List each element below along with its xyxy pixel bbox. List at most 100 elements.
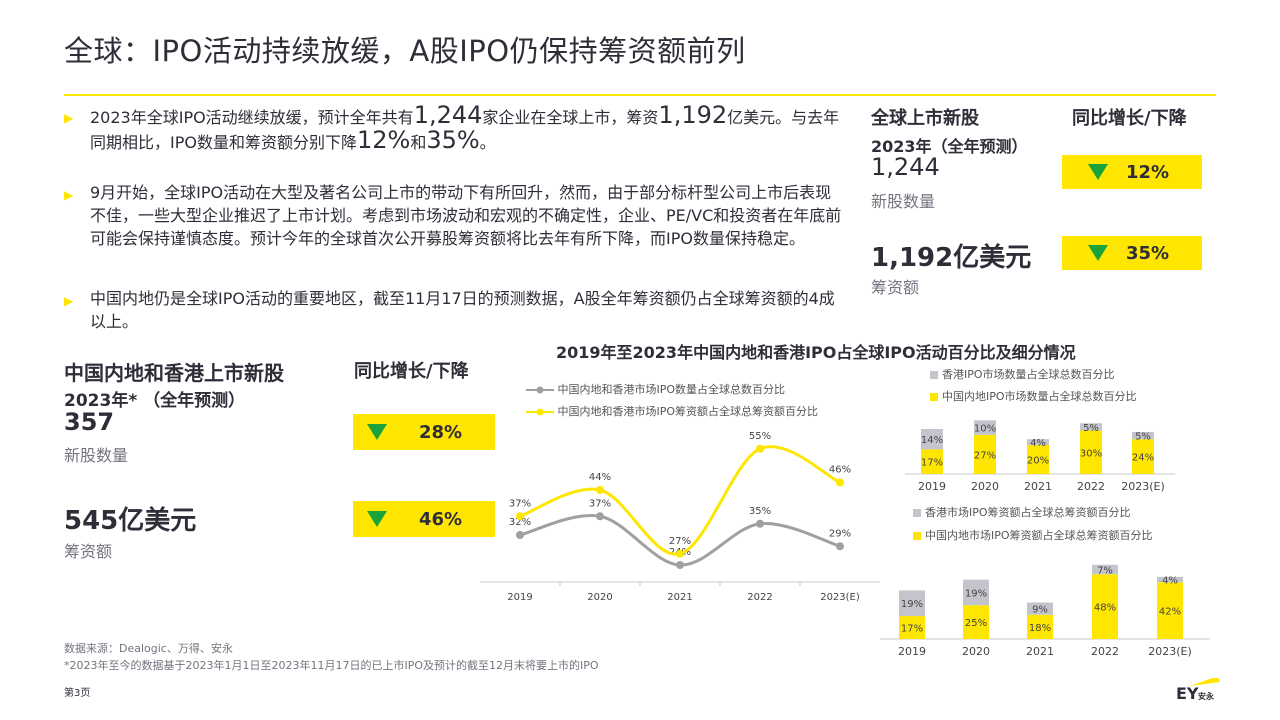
bar-hk — [974, 420, 996, 435]
bar2-legend-mainland-label: 中国内地市场IPO筹资额占全球总筹资额百分比 — [925, 529, 1153, 542]
x-tick-label: 2022 — [1091, 645, 1119, 658]
bullet-2: ▶ 9月开始，全球IPO活动在大型及著名公司上市的带动下有所回升，然而，由于部分… — [64, 181, 844, 250]
down-arrow-icon — [1088, 164, 1108, 180]
bar-mainland — [963, 605, 989, 639]
series-point — [516, 512, 524, 521]
china-amount-label: 筹资额 — [64, 542, 113, 561]
global-yoy-heading: 同比增长/下降 — [1072, 108, 1187, 129]
bar-label: 25% — [965, 618, 987, 629]
x-tick-label: 2020 — [587, 592, 612, 603]
global-stats-heading: 全球上市新股 — [871, 108, 979, 129]
bullet-1-text: 亿美元。与去年同期相比，IPO数量和筹资额分别下降 — [90, 108, 840, 152]
bar-chart-amount: 17% 19% 2019 25% 19% 2020 18% 9% 2021 48% 7% 2022 42… — [880, 564, 1210, 658]
china-stats-period: 2023年* （全年预测） — [64, 391, 246, 411]
page-number: 第3页 — [64, 688, 91, 699]
series-point — [596, 486, 604, 494]
global-count-label: 新股数量 — [871, 192, 936, 211]
x-tick-label: 2022 — [1077, 480, 1105, 493]
footnote: *2023年至今的数据基于2023年1月1日至2023年11月17日的已上市IP… — [64, 659, 599, 672]
global-count-change: 12% — [1126, 162, 1170, 183]
bullet-1-count: 1,244 — [413, 101, 483, 129]
legend-grey-square-icon — [930, 371, 938, 379]
down-arrow-icon — [367, 424, 387, 440]
global-amount: 1,192亿美元 — [871, 243, 1032, 273]
bar-label: 42% — [1159, 607, 1181, 618]
bullet-1-text: 家企业在全球上市，筹资 — [482, 108, 659, 127]
bar-label: 30% — [1080, 448, 1102, 459]
source-note: 数据来源：Dealogic、万得、安永 — [64, 642, 233, 655]
global-count: 1,244 — [871, 153, 940, 181]
bar-label: 5% — [1135, 432, 1151, 443]
bar-label: 7% — [1097, 565, 1113, 576]
ey-logo-subtext: 安永 — [1198, 692, 1214, 701]
bar-hk — [921, 429, 943, 450]
data-label: 46% — [829, 465, 851, 476]
legend-yellow-square-icon — [930, 393, 938, 401]
bar-mainland — [899, 616, 925, 639]
series-point — [756, 519, 764, 528]
bullet-1-text: 和 — [410, 133, 427, 152]
china-yoy-heading: 同比增长/下降 — [354, 361, 469, 382]
bar-label: 19% — [901, 599, 923, 610]
line-legend-count-label: 中国内地和香港市场IPO数量占全球总数百分比 — [557, 383, 786, 396]
series-point — [676, 549, 684, 558]
bullet-arrow-icon: ▶ — [64, 188, 74, 202]
bar-label: 17% — [921, 458, 943, 469]
x-tick-label: 2023(E) — [1121, 480, 1165, 493]
bar-hk — [1157, 576, 1183, 583]
bar-label: 20% — [1027, 456, 1049, 467]
global-amount-change: 35% — [1126, 243, 1170, 264]
bullet-2-text: 9月开始，全球IPO活动在大型及著名公司上市的带动下有所回升，然而，由于部分标杆… — [90, 183, 842, 248]
bar-mainland — [1157, 582, 1183, 639]
china-stats-heading: 中国内地和香港上市新股 — [64, 361, 284, 385]
bar-mainland — [1027, 614, 1053, 639]
bar2-legend-hk-label: 香港市场IPO筹资额占全球总筹资额百分比 — [925, 506, 1131, 519]
x-tick-label: 2019 — [898, 645, 926, 658]
legend-line-grey-icon — [526, 386, 554, 394]
bar-hk — [899, 590, 925, 617]
global-stats-period: 2023年（全年预测） — [871, 137, 1028, 156]
down-arrow-icon — [1088, 245, 1108, 261]
x-tick-label: 2020 — [962, 645, 990, 658]
bullet-3: ▶ 中国内地仍是全球IPO活动的重要地区，截至11月17日的预测数据，A股全年筹… — [64, 287, 844, 333]
bar2-legend-mainland: 中国内地市场IPO筹资额占全球总筹资额百分比 — [913, 527, 1153, 543]
bar-hk — [1027, 439, 1049, 445]
series-point — [836, 542, 844, 551]
bullet-1-pct-count: 12% — [356, 126, 411, 154]
line-chart: 32%37%24%35%29%37%44%27%55%46%2019202020… — [480, 431, 880, 603]
bar-mainland — [1132, 439, 1154, 474]
bar-hk — [963, 579, 989, 606]
legend-grey-square-icon — [913, 509, 921, 517]
chart-title: 2019年至2023年中国内地和香港IPO占全球IPO活动百分比及细分情况 — [556, 343, 1076, 362]
bar-label: 18% — [1029, 623, 1051, 634]
bar-hk — [1080, 423, 1102, 431]
bar-label: 5% — [1083, 423, 1099, 434]
bar1-legend-hk: 香港IPO市场数量占全球总数百分比 — [930, 366, 1115, 382]
bullet-1-amount: 1,192 — [658, 101, 728, 129]
line-legend-amount-label: 中国内地和香港市场IPO筹资额占全球总筹资额百分比 — [557, 405, 819, 418]
bullet-1-pct-amount: 35% — [426, 126, 480, 154]
bullet-1-text: 。 — [479, 133, 496, 152]
data-label: 32% — [509, 517, 531, 528]
global-count-change-box: 12% — [1062, 155, 1202, 189]
bar-mainland — [1092, 574, 1118, 639]
bar-label: 24% — [1132, 453, 1154, 464]
data-label: 44% — [589, 472, 611, 483]
data-label: 29% — [829, 528, 851, 539]
legend-line-yellow-icon — [526, 408, 554, 416]
ey-logo: EY 安永 — [1176, 676, 1226, 708]
china-amount-change: 46% — [419, 509, 463, 530]
bullet-1: ▶ 2023年全球IPO活动继续放缓，预计全年共有1,244家企业在全球上市，筹… — [64, 101, 844, 154]
bar-mainland — [921, 449, 943, 474]
bar-hk — [1132, 431, 1154, 440]
bar-label: 4% — [1162, 576, 1178, 587]
bar2-legend-hk: 香港市场IPO筹资额占全球总筹资额百分比 — [913, 504, 1131, 520]
data-label: 27% — [669, 536, 691, 547]
x-tick-label: 2023(E) — [1148, 645, 1192, 658]
china-count-label: 新股数量 — [64, 446, 129, 465]
bar-mainland — [974, 434, 996, 474]
china-count-change: 28% — [419, 422, 463, 443]
global-amount-change-box: 35% — [1062, 236, 1202, 270]
legend-yellow-square-icon — [913, 532, 921, 540]
ey-logo-icon — [1190, 676, 1220, 686]
